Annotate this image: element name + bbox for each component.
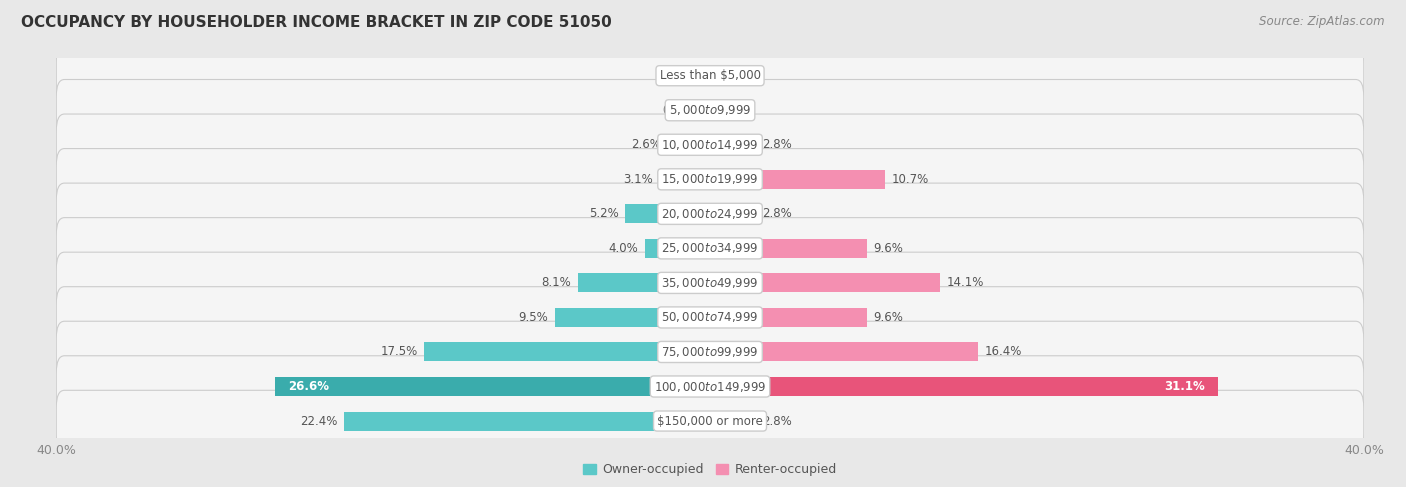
Bar [710, 135, 756, 154]
Bar [578, 273, 710, 292]
Text: 9.5%: 9.5% [519, 311, 548, 324]
Text: Source: ZipAtlas.com: Source: ZipAtlas.com [1260, 15, 1385, 28]
Text: 17.5%: 17.5% [380, 345, 418, 358]
FancyBboxPatch shape [56, 114, 1364, 175]
FancyBboxPatch shape [56, 79, 1364, 141]
Text: 31.1%: 31.1% [1164, 380, 1205, 393]
FancyBboxPatch shape [56, 183, 1364, 244]
Text: 0.0%: 0.0% [717, 104, 747, 117]
Bar [710, 342, 979, 361]
Text: 4.0%: 4.0% [609, 242, 638, 255]
Text: OCCUPANCY BY HOUSEHOLDER INCOME BRACKET IN ZIP CODE 51050: OCCUPANCY BY HOUSEHOLDER INCOME BRACKET … [21, 15, 612, 30]
Text: 2.8%: 2.8% [762, 414, 792, 428]
Text: 9.6%: 9.6% [873, 242, 903, 255]
FancyBboxPatch shape [56, 252, 1364, 314]
Bar [668, 135, 710, 154]
Text: 5.2%: 5.2% [589, 207, 619, 220]
Bar [699, 101, 710, 120]
Bar [710, 377, 1219, 396]
Text: $20,000 to $24,999: $20,000 to $24,999 [661, 207, 759, 221]
Bar [710, 170, 884, 189]
Bar [710, 308, 868, 327]
Text: $50,000 to $74,999: $50,000 to $74,999 [661, 310, 759, 324]
Text: $10,000 to $14,999: $10,000 to $14,999 [661, 138, 759, 152]
Bar [644, 239, 710, 258]
FancyBboxPatch shape [56, 321, 1364, 383]
Text: 9.6%: 9.6% [873, 311, 903, 324]
Bar [626, 205, 710, 224]
Text: 3.1%: 3.1% [623, 173, 652, 186]
Bar [425, 342, 710, 361]
Text: $5,000 to $9,999: $5,000 to $9,999 [669, 103, 751, 117]
Text: 22.4%: 22.4% [299, 414, 337, 428]
Text: $150,000 or more: $150,000 or more [657, 414, 763, 428]
Bar [710, 239, 868, 258]
Text: Less than $5,000: Less than $5,000 [659, 69, 761, 82]
Text: 10.7%: 10.7% [891, 173, 929, 186]
FancyBboxPatch shape [56, 218, 1364, 279]
FancyBboxPatch shape [56, 45, 1364, 107]
Text: 0.0%: 0.0% [717, 69, 747, 82]
Bar [555, 308, 710, 327]
Text: $25,000 to $34,999: $25,000 to $34,999 [661, 242, 759, 255]
Text: 0.7%: 0.7% [662, 104, 692, 117]
FancyBboxPatch shape [56, 390, 1364, 452]
Bar [706, 66, 710, 85]
Bar [710, 412, 756, 431]
Text: $15,000 to $19,999: $15,000 to $19,999 [661, 172, 759, 187]
Text: $100,000 to $149,999: $100,000 to $149,999 [654, 379, 766, 393]
Text: 14.1%: 14.1% [948, 277, 984, 289]
FancyBboxPatch shape [56, 287, 1364, 348]
FancyBboxPatch shape [56, 356, 1364, 417]
Bar [710, 273, 941, 292]
Text: $35,000 to $49,999: $35,000 to $49,999 [661, 276, 759, 290]
Text: 2.6%: 2.6% [631, 138, 661, 151]
FancyBboxPatch shape [56, 149, 1364, 210]
Text: 26.6%: 26.6% [288, 380, 329, 393]
Bar [276, 377, 710, 396]
Text: 2.8%: 2.8% [762, 138, 792, 151]
Text: 0.23%: 0.23% [662, 69, 700, 82]
Text: 16.4%: 16.4% [984, 345, 1022, 358]
Text: 2.8%: 2.8% [762, 207, 792, 220]
Bar [344, 412, 710, 431]
Bar [659, 170, 710, 189]
Text: $75,000 to $99,999: $75,000 to $99,999 [661, 345, 759, 359]
Legend: Owner-occupied, Renter-occupied: Owner-occupied, Renter-occupied [578, 458, 842, 482]
Bar [710, 205, 756, 224]
Text: 8.1%: 8.1% [541, 277, 571, 289]
